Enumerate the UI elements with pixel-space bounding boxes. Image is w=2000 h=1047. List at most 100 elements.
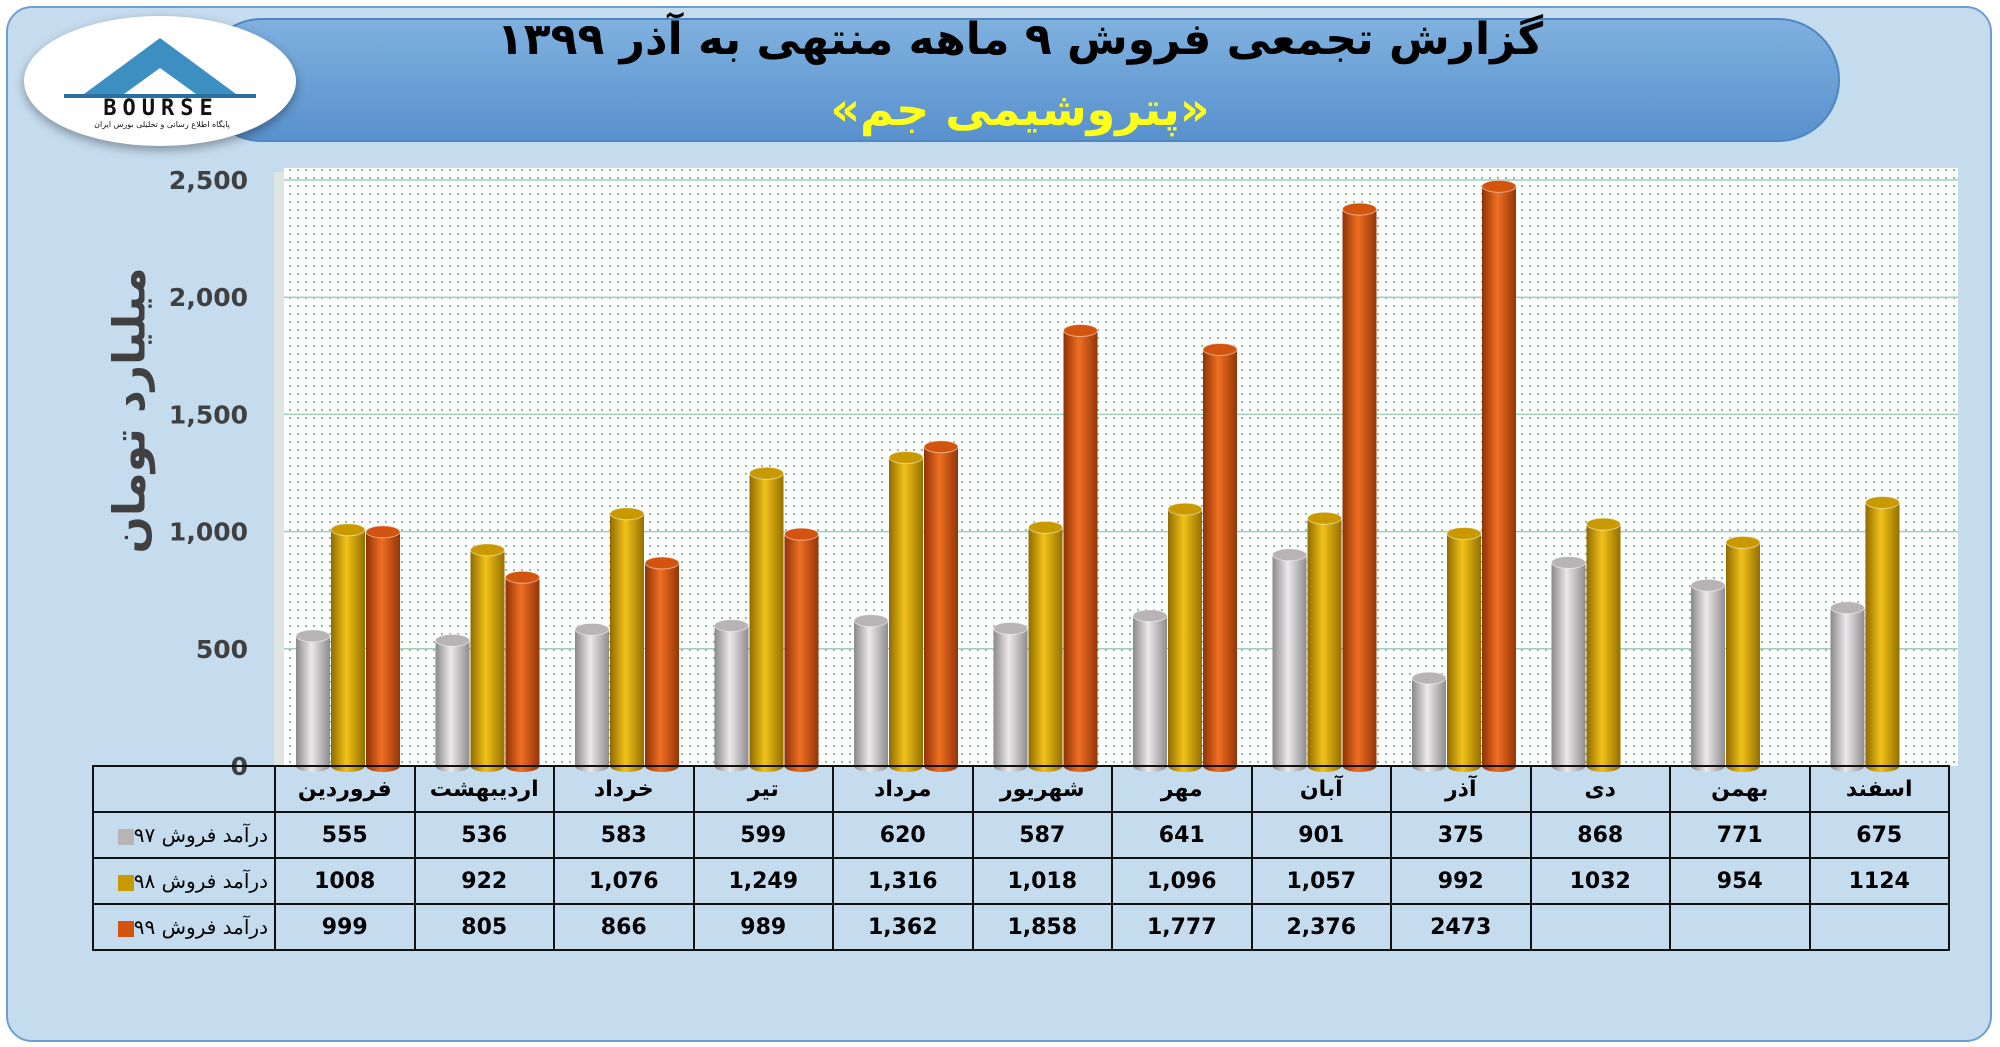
data-label [1808, 903, 1950, 951]
data-label: 1,777 [1111, 903, 1253, 951]
bar [1028, 520, 1063, 772]
bar-top [1132, 609, 1168, 623]
bar-top [1446, 526, 1482, 540]
data-label: 599 [692, 811, 834, 859]
bar-body [1307, 518, 1342, 766]
chart-subtitle: «پتروشیمی جم» [830, 82, 1210, 136]
legend-entry: درآمد فروش ۹۸ [92, 857, 276, 905]
bar [330, 523, 366, 772]
data-label: 866 [553, 903, 695, 951]
bar [365, 525, 401, 772]
x-tick-label: دی [1529, 765, 1671, 813]
bar-top [1411, 671, 1447, 685]
bar-body [575, 629, 609, 766]
bar [749, 466, 784, 772]
data-label: 989 [692, 903, 834, 951]
table-row: درآمد فروش ۹۹ 999 805 866 989 1,362 1,858 1,777… [92, 903, 1950, 951]
bar [888, 451, 924, 772]
bar-body [366, 531, 400, 766]
bar-top [1865, 496, 1900, 510]
data-label: 868 [1529, 811, 1671, 859]
y-tick-label: 2,000 [169, 283, 248, 312]
table-corner [92, 765, 276, 813]
data-label: 1,096 [1111, 857, 1253, 905]
series-name: درآمد فروش ۹۸ [133, 869, 268, 893]
bar-body [331, 529, 365, 766]
bar-body [610, 513, 644, 766]
bar-body [1726, 542, 1760, 766]
legend-swatch-icon [117, 874, 134, 891]
data-label: 1,076 [553, 857, 695, 905]
bar-top [1167, 502, 1203, 516]
bar-body [1342, 209, 1377, 766]
bar-body [645, 563, 679, 766]
bar-top [574, 622, 610, 636]
data-label: 1,316 [832, 857, 974, 905]
table-row: درآمد فروش ۹۸ 1008 922 1,076 1,249 1,316 1,018… [92, 857, 1950, 905]
y-axis-label-box: میلیارد تومان [30, 240, 230, 580]
data-label: 1032 [1529, 857, 1671, 905]
bar [1830, 601, 1865, 772]
bar-top [1063, 323, 1098, 337]
bar [505, 570, 540, 772]
data-label: 1,018 [971, 857, 1113, 905]
logo-caption: پایگاه اطلاع رسانی و تحلیلی بورس ایران [94, 120, 230, 129]
data-label: 992 [1390, 857, 1532, 905]
bar-body [784, 534, 819, 766]
bar-body [1203, 349, 1237, 766]
data-label: 954 [1669, 857, 1811, 905]
bar [1865, 496, 1900, 772]
bar-body [889, 457, 923, 766]
bar-top [505, 570, 540, 584]
bar-body [714, 625, 749, 766]
bar-top [1272, 548, 1307, 562]
x-tick-label: اردیبهشت [413, 765, 555, 813]
bar [295, 629, 331, 772]
data-label: 675 [1808, 811, 1950, 859]
bar [714, 619, 749, 772]
bar-top [644, 556, 680, 570]
x-tick-label: فروردین [274, 765, 416, 813]
bar-top [1551, 556, 1586, 570]
bar [993, 621, 1028, 772]
y-axis-label: میلیارد تومان [104, 266, 156, 554]
bar [574, 622, 610, 772]
data-label: 583 [553, 811, 695, 859]
bar [1307, 511, 1342, 772]
x-tick-label: آذر [1390, 765, 1532, 813]
legend-swatch-icon [117, 920, 134, 937]
x-tick-label: شهریور [971, 765, 1113, 813]
plot-area [284, 168, 1958, 766]
bar-body [749, 473, 784, 766]
bar [1551, 556, 1586, 772]
bar [644, 556, 680, 772]
data-label: 641 [1111, 811, 1253, 859]
bar [1342, 202, 1377, 772]
bar [1725, 535, 1761, 772]
legend-entry: درآمد فروش ۹۷ [92, 811, 276, 859]
x-tick-label: خرداد [553, 765, 695, 813]
y-tick-label: 2,500 [169, 166, 248, 195]
data-label [1669, 903, 1811, 951]
logo-emblem-icon [64, 38, 256, 98]
bar-top [1830, 601, 1865, 615]
bar-body [1412, 678, 1446, 766]
y-tick-label: 1,000 [169, 518, 248, 547]
data-label: 771 [1669, 811, 1811, 859]
bar-body [1586, 524, 1621, 766]
bar-body [1551, 562, 1586, 766]
bar-body [1063, 330, 1098, 766]
data-label: 555 [274, 811, 416, 859]
bar [609, 507, 645, 772]
bar [1167, 502, 1203, 772]
bar [1690, 578, 1726, 772]
bar-top [609, 507, 645, 521]
bar-body [854, 620, 888, 766]
bar-top [888, 451, 924, 465]
bar-top [923, 440, 959, 454]
bar [853, 614, 889, 772]
bar [1202, 342, 1238, 772]
bar-top [470, 543, 505, 557]
legend-swatch-icon [117, 828, 134, 845]
